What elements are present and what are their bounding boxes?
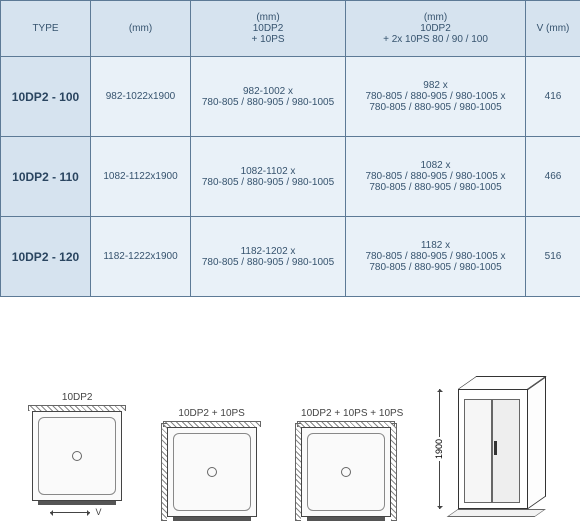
table-row: 10DP2 - 100 982-1022x1900 982-1002 x 780…	[1, 57, 580, 137]
door-icon	[173, 517, 251, 521]
diagram-label: 10DP2 + 10PS	[167, 408, 257, 419]
door-icon	[307, 517, 385, 521]
handle-icon	[494, 441, 497, 455]
diagram-label: 10DP2	[32, 392, 122, 403]
diagram-row: 10DP2 V 10DP2 + 10PS	[0, 297, 580, 527]
cell-2x10ps: 1182 x 780-805 / 880-905 / 980-1005 x 78…	[346, 217, 526, 297]
door-icon	[38, 501, 116, 505]
diagram-10dp2: 10DP2 V	[32, 392, 122, 517]
table-row: 10DP2 - 120 1182-1222x1900 1182-1202 x 7…	[1, 217, 580, 297]
diagram-10dp2-10ps-10ps: 10DP2 + 10PS + 10PS	[301, 408, 403, 517]
drain-icon	[341, 467, 351, 477]
header-2x10ps: (mm) 10DP2 + 2x 10PS 80 / 90 / 100	[346, 1, 526, 57]
v-label: V	[95, 507, 101, 517]
table-header-row: TYPE (mm) (mm) 10DP2 + 10PS (mm) 10DP2 +…	[1, 1, 580, 57]
diagram-10dp2-10ps: 10DP2 + 10PS	[167, 408, 257, 517]
base-shadow	[446, 509, 545, 517]
wall-right-icon	[391, 423, 397, 521]
enclosure-3d: 1900	[448, 367, 548, 517]
diagram-label: 10DP2 + 10PS + 10PS	[301, 408, 403, 419]
cell-10ps: 1082-1102 x 780-805 / 880-905 / 980-1005	[191, 137, 346, 217]
cell-type: 10DP2 - 110	[1, 137, 91, 217]
diagram-3d-enclosure: 1900	[448, 367, 548, 517]
cell-type: 10DP2 - 100	[1, 57, 91, 137]
cell-v: 466	[526, 137, 580, 217]
cell-type: 10DP2 - 120	[1, 217, 91, 297]
header-10ps: (mm) 10DP2 + 10PS	[191, 1, 346, 57]
cell-mm: 1082-1122x1900	[91, 137, 191, 217]
cell-10ps: 1182-1202 x 780-805 / 880-905 / 980-1005	[191, 217, 346, 297]
cell-2x10ps: 1082 x 780-805 / 880-905 / 980-1005 x 78…	[346, 137, 526, 217]
tray-plan	[301, 427, 391, 517]
cell-mm: 982-1022x1900	[91, 57, 191, 137]
spec-table: TYPE (mm) (mm) 10DP2 + 10PS (mm) 10DP2 +…	[0, 0, 580, 297]
cell-v: 516	[526, 217, 580, 297]
cell-2x10ps: 982 x 780-805 / 880-905 / 980-1005 x 780…	[346, 57, 526, 137]
cell-v: 416	[526, 57, 580, 137]
tray-plan	[167, 427, 257, 517]
dim-line-icon	[50, 512, 90, 513]
v-dimension: V	[32, 507, 122, 517]
glass-panel	[464, 399, 492, 503]
header-v: V (mm)	[526, 1, 580, 57]
table-row: 10DP2 - 110 1082-1122x1900 1082-1102 x 7…	[1, 137, 580, 217]
cell-mm: 1182-1222x1900	[91, 217, 191, 297]
drain-icon	[207, 467, 217, 477]
header-mm: (mm)	[91, 1, 191, 57]
height-dimension: 1900	[432, 389, 446, 509]
side-face	[528, 376, 546, 509]
tray-plan	[32, 411, 122, 501]
header-type: TYPE	[1, 1, 91, 57]
height-value: 1900	[434, 437, 444, 461]
spec-sheet: TYPE (mm) (mm) 10DP2 + 10PS (mm) 10DP2 +…	[0, 0, 580, 532]
cell-10ps: 982-1002 x 780-805 / 880-905 / 980-1005	[191, 57, 346, 137]
